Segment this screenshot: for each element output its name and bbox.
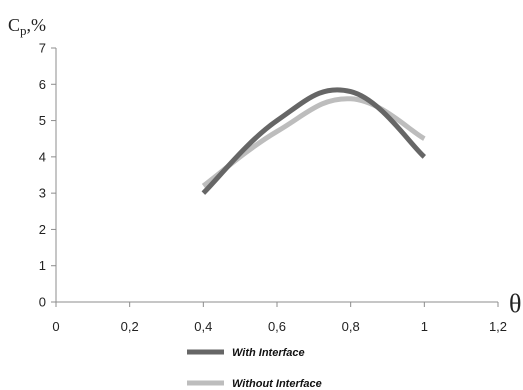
legend: With Interface Without Interface bbox=[187, 347, 322, 390]
legend-label-without-interface: Without Interface bbox=[232, 378, 322, 390]
series-line-without-interface bbox=[201, 96, 426, 188]
y-tick-label: 5 bbox=[39, 113, 46, 128]
y-tick-label: 6 bbox=[39, 77, 46, 92]
x-tick-label: 0 bbox=[52, 319, 59, 334]
y-tick-label: 1 bbox=[39, 258, 46, 273]
axes: 0 1 2 3 4 5 6 7 0 0,2 0,4 0,6 0,8 1 1,2 bbox=[39, 41, 507, 335]
series-line-with-interface bbox=[201, 87, 427, 195]
y-tick-label: 3 bbox=[39, 186, 46, 201]
x-tick-label: 0,4 bbox=[194, 319, 212, 334]
x-tick-label: 0,2 bbox=[121, 319, 139, 334]
y-tick-label: 2 bbox=[39, 222, 46, 237]
x-tick-label: 0,6 bbox=[268, 319, 286, 334]
y-axis-label-subscript: p bbox=[20, 23, 27, 38]
y-axis-label-suffix: ,% bbox=[27, 15, 47, 35]
x-tick-label: 1,2 bbox=[489, 319, 507, 334]
y-tick-label: 0 bbox=[39, 295, 46, 310]
y-tick-label: 7 bbox=[39, 41, 46, 56]
x-tick-label: 1 bbox=[421, 319, 428, 334]
series-layer bbox=[201, 87, 427, 195]
y-axis-label: Cp,% bbox=[8, 15, 46, 38]
legend-label-with-interface: With Interface bbox=[232, 347, 305, 359]
y-axis-label-main: C bbox=[8, 15, 20, 35]
x-axis-label: θ bbox=[509, 289, 521, 318]
y-tick-label: 4 bbox=[39, 149, 46, 164]
x-tick-label: 0,8 bbox=[342, 319, 360, 334]
